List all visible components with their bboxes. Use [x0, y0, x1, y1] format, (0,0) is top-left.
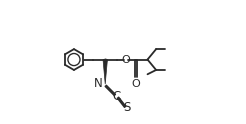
Text: O: O [122, 55, 130, 65]
Polygon shape [103, 60, 108, 84]
Text: S: S [123, 101, 130, 114]
Text: N: N [94, 77, 103, 90]
Text: O: O [132, 79, 140, 89]
Text: C: C [112, 90, 120, 103]
